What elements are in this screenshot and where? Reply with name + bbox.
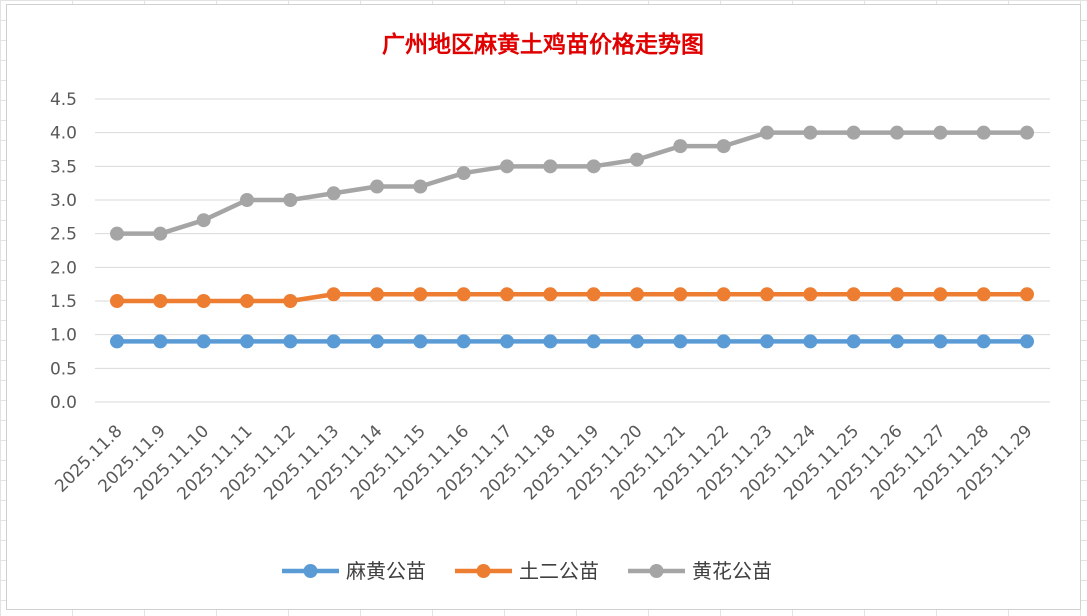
data-point — [1020, 287, 1034, 302]
y-tick-label: 0.0 — [50, 393, 77, 413]
data-point — [673, 139, 688, 154]
gridlines — [95, 98, 1050, 403]
legend-marker — [649, 564, 664, 578]
legend-label: 黄花公苗 — [692, 559, 772, 583]
data-point — [846, 334, 861, 349]
data-point — [153, 334, 168, 349]
data-point — [326, 287, 341, 302]
data-point — [370, 179, 384, 194]
data-point — [673, 334, 688, 349]
y-tick-label: 2.5 — [50, 225, 77, 245]
data-point — [110, 226, 124, 241]
data-point — [456, 287, 471, 302]
data-point — [760, 334, 774, 349]
data-point — [976, 125, 991, 140]
data-point — [803, 125, 818, 140]
y-tick-label: 4.5 — [50, 90, 77, 110]
data-point — [716, 139, 731, 154]
data-point — [456, 166, 471, 181]
legend-label: 麻黄公苗 — [346, 559, 426, 583]
data-point — [630, 334, 644, 349]
legend-marker — [303, 564, 318, 578]
data-point — [110, 334, 124, 349]
data-point — [283, 294, 298, 308]
data-point — [890, 287, 904, 302]
data-point — [586, 287, 601, 302]
chart-title: 广州地区麻黄土鸡苗价格走势图 — [382, 31, 704, 58]
y-tick-label: 1.0 — [50, 326, 77, 346]
data-point — [543, 287, 558, 302]
data-point — [240, 193, 254, 207]
y-tick-label: 3.0 — [50, 191, 77, 211]
data-point — [543, 159, 558, 174]
legend: 麻黄公苗 土二公苗 黄花公苗 — [282, 559, 772, 583]
data-point — [716, 334, 731, 349]
series-layer — [110, 125, 1034, 349]
legend-label: 土二公苗 — [519, 559, 599, 583]
data-point — [630, 152, 644, 167]
data-point — [846, 287, 861, 302]
data-point — [196, 213, 211, 228]
y-tick-label: 2.0 — [50, 258, 77, 278]
data-point — [153, 226, 168, 241]
data-point — [500, 334, 514, 349]
data-point — [586, 159, 601, 174]
data-point — [976, 334, 991, 349]
y-tick-label: 0.5 — [50, 359, 77, 379]
data-point — [370, 334, 384, 349]
data-point — [240, 334, 254, 349]
y-tick-label: 4.0 — [50, 124, 77, 144]
data-point — [933, 125, 948, 140]
data-point — [110, 294, 124, 308]
y-axis-ticks: 0.0 0.5 1.0 1.5 2.0 2.5 3.0 3.5 4.0 4.5 — [50, 90, 77, 413]
data-point — [240, 294, 254, 308]
data-point — [326, 334, 341, 349]
data-point — [413, 179, 428, 194]
x-axis-ticks: 2025.11.82025.11.92025.11.102025.11.1120… — [51, 421, 1036, 504]
data-point — [413, 287, 428, 302]
data-point — [1020, 334, 1034, 349]
series-line — [114, 292, 1030, 304]
data-point — [500, 159, 514, 174]
data-point — [846, 125, 861, 140]
data-point — [976, 287, 991, 302]
legend-marker — [476, 564, 491, 578]
data-point — [196, 294, 211, 308]
data-point — [933, 287, 948, 302]
data-point — [716, 287, 731, 302]
data-point — [543, 334, 558, 349]
data-point — [413, 334, 428, 349]
data-point — [630, 287, 644, 302]
data-point — [326, 186, 341, 201]
y-tick-label: 3.5 — [50, 157, 77, 177]
data-point — [933, 334, 948, 349]
data-point — [196, 334, 211, 349]
data-point — [890, 334, 904, 349]
chart-frame[interactable] — [6, 4, 1081, 610]
data-point — [586, 334, 601, 349]
data-point — [673, 287, 688, 302]
data-point — [1020, 125, 1034, 140]
data-point — [803, 334, 818, 349]
y-tick-label: 1.5 — [50, 292, 77, 312]
data-point — [370, 287, 384, 302]
data-point — [153, 294, 168, 308]
data-point — [500, 287, 514, 302]
data-point — [803, 287, 818, 302]
data-point — [760, 287, 774, 302]
data-point — [283, 193, 298, 207]
series-line — [114, 130, 1030, 236]
data-point — [890, 125, 904, 140]
data-point — [283, 334, 298, 349]
data-point — [760, 125, 774, 140]
data-point — [456, 334, 471, 349]
